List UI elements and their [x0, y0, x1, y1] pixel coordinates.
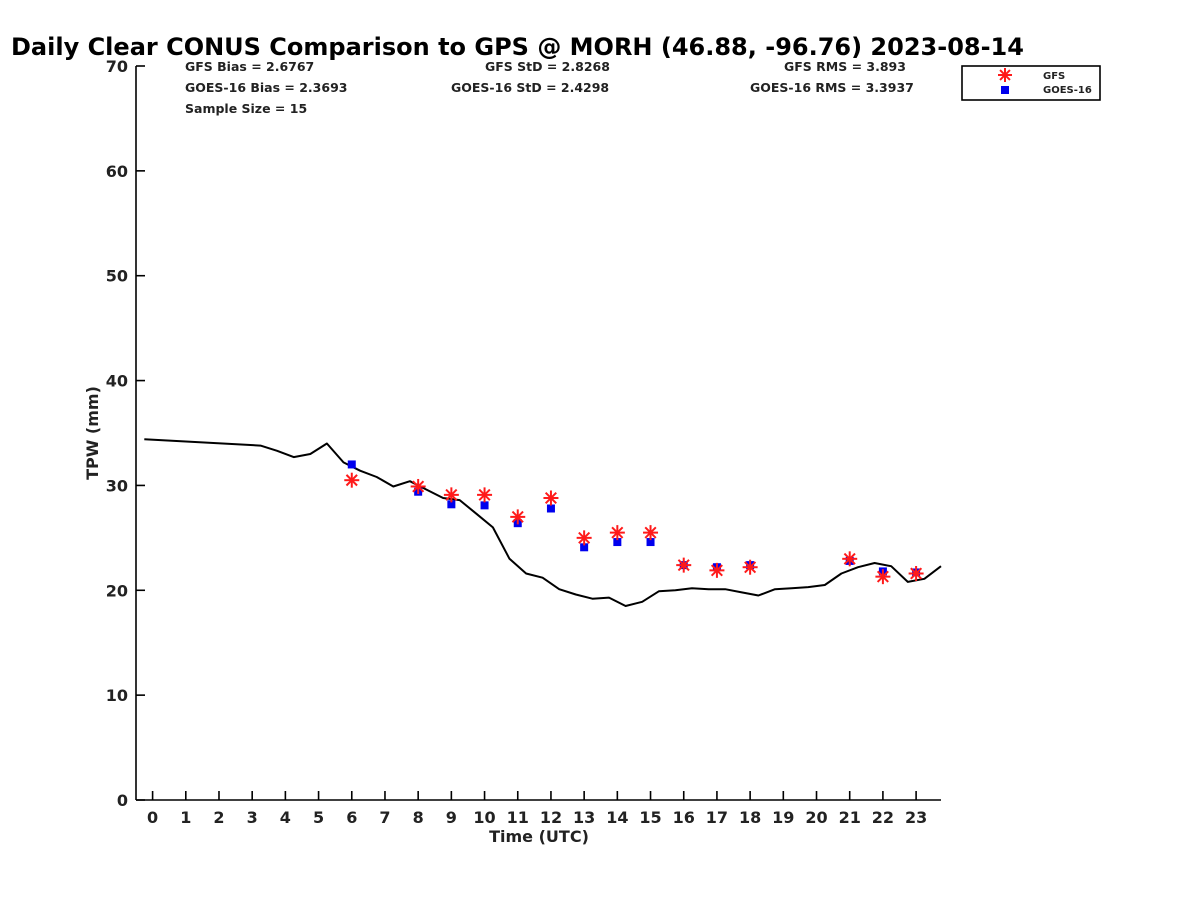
gfs-point — [643, 525, 659, 541]
gfs-point — [576, 530, 592, 546]
x-tick-label: 9 — [446, 808, 457, 827]
gfs-point — [875, 569, 891, 585]
x-tick-label: 11 — [507, 808, 529, 827]
x-tick-label: 21 — [839, 808, 861, 827]
star-stroke — [544, 492, 557, 505]
x-tick-label: 17 — [706, 808, 728, 827]
gfs-point — [443, 487, 459, 503]
goes-16-point — [613, 538, 622, 547]
chart-title: Daily Clear CONUS Comparison to GPS @ MO… — [11, 33, 1024, 61]
stat-goes-rms: GOES-16 RMS = 3.3937 — [750, 80, 914, 95]
x-tick-label: 16 — [673, 808, 695, 827]
y-tick-label: 40 — [106, 372, 128, 391]
goes-16-point — [546, 504, 555, 513]
gfs-point — [842, 551, 858, 567]
goes-16-point — [646, 538, 655, 547]
y-tick-label: 60 — [106, 162, 128, 181]
legend-gfs-star — [998, 68, 1012, 82]
x-tick-label: 1 — [180, 808, 191, 827]
x-tick-label: 18 — [739, 808, 761, 827]
axes — [135, 66, 941, 801]
legend-gfs-marker — [998, 68, 1012, 82]
star-stroke — [611, 526, 624, 539]
star-stroke — [677, 559, 690, 572]
y-axis-label: TPW (mm) — [83, 386, 102, 480]
stat-gfs-std: GFS StD = 2.8268 — [485, 59, 610, 74]
x-tick-label: 10 — [473, 808, 495, 827]
x-tick-label: 19 — [772, 808, 794, 827]
star-stroke — [744, 561, 757, 574]
stat-goes-std: GOES-16 StD = 2.4298 — [451, 80, 609, 95]
legend-goes-marker — [1001, 86, 1009, 94]
stat-gfs-rms: GFS RMS = 3.893 — [784, 59, 906, 74]
goes-16-point — [480, 501, 489, 510]
x-tick-label: 4 — [280, 808, 291, 827]
legend: GFS GOES-16 — [961, 65, 1101, 101]
y-tick-label: 70 — [106, 57, 128, 76]
plot-area — [144, 438, 942, 607]
star-stroke — [412, 480, 425, 493]
stat-goes-bias: GOES-16 Bias = 2.3693 — [185, 80, 347, 95]
x-axis-label: Time (UTC) — [489, 827, 589, 846]
stat-gfs-bias: GFS Bias = 2.6767 — [185, 59, 314, 74]
y-ticks: 0 10 20 30 40 50 60 70 — [106, 57, 145, 810]
star-stroke — [876, 570, 889, 583]
x-tick-label: 13 — [573, 808, 595, 827]
gfs-point — [510, 509, 526, 525]
legend-box — [961, 65, 1101, 101]
goes-16-point — [580, 543, 589, 552]
x-tick-label: 23 — [905, 808, 927, 827]
legend-goes-label: GOES-16 — [1043, 85, 1092, 96]
y-tick-label: 0 — [117, 791, 128, 810]
star-stroke — [999, 69, 1011, 81]
star-stroke — [478, 488, 491, 501]
star-stroke — [511, 510, 524, 523]
x-tick-label: 5 — [313, 808, 324, 827]
x-tick-label: 8 — [413, 808, 424, 827]
x-tick-label: 0 — [147, 808, 158, 827]
goes-16-point — [447, 500, 456, 509]
gfs-point — [410, 478, 426, 494]
legend-gfs-label: GFS — [1043, 71, 1065, 82]
x-tick-label: 3 — [247, 808, 258, 827]
star-stroke — [710, 564, 723, 577]
x-tick-label: 20 — [805, 808, 827, 827]
star-stroke — [644, 526, 657, 539]
y-tick-label: 20 — [106, 581, 128, 600]
x-tick-label: 14 — [606, 808, 628, 827]
x-ticks: 0 1 2 3 4 5 6 7 8 9 10 11 12 13 14 15 16 17 18 19 20 21 22 23 — [147, 791, 927, 827]
gfs-point — [742, 559, 758, 575]
x-tick-label: 7 — [379, 808, 390, 827]
x-tick-label: 6 — [346, 808, 357, 827]
star-stroke — [578, 531, 591, 544]
y-tick-label: 30 — [106, 476, 128, 495]
gfs-point — [344, 472, 360, 488]
gfs-point — [609, 525, 625, 541]
gfs-point — [543, 490, 559, 506]
goes-16-point — [347, 460, 356, 469]
star-stroke — [910, 567, 923, 580]
gfs-point — [709, 562, 725, 578]
gfs-point — [477, 487, 493, 503]
x-tick-label: 15 — [639, 808, 661, 827]
stat-sample-size: Sample Size = 15 — [185, 101, 307, 116]
x-tick-label: 12 — [540, 808, 562, 827]
x-tick-label: 2 — [213, 808, 224, 827]
gfs-point — [908, 566, 924, 582]
y-tick-label: 50 — [106, 267, 128, 286]
star-stroke — [345, 474, 358, 487]
star-stroke — [445, 488, 458, 501]
gps-series-line — [144, 438, 942, 607]
gfs-point — [676, 557, 692, 573]
y-tick-label: 10 — [106, 686, 128, 705]
stats-block: GFS Bias = 2.6767 GFS StD = 2.8268 GFS R… — [185, 59, 914, 116]
x-tick-label: 22 — [872, 808, 894, 827]
star-stroke — [843, 552, 856, 565]
